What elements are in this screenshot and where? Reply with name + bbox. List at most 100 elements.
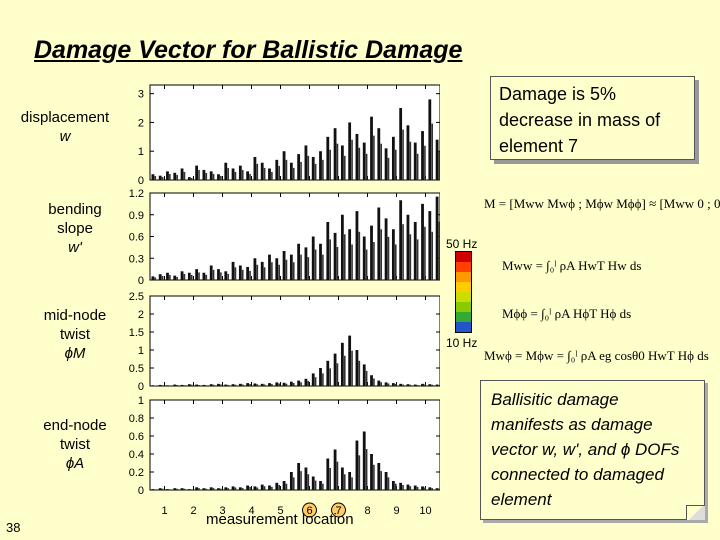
bar [326,360,330,386]
bar [161,385,164,386]
bar [348,335,352,386]
bar [285,383,288,386]
bar [326,458,330,490]
bar [340,342,344,386]
bar [183,273,186,280]
bar [387,477,390,490]
bar [198,272,200,280]
bar [343,355,346,386]
bar [180,271,184,280]
bar [358,455,361,490]
bar [209,487,213,490]
bar [224,384,228,386]
bar [195,269,199,280]
colorbar-segment [456,302,471,312]
bar [424,226,426,280]
bar [217,269,220,280]
bar [198,384,200,386]
mpp-equation: Mϕϕ = ∫₀ˡ ρA HϕT Hϕ ds [502,306,632,321]
bar [365,449,368,490]
bar [180,488,184,490]
x-tick-label: 5 [277,505,283,517]
slide-number: 38 [6,520,21,535]
bar [282,481,286,490]
bar [311,476,315,490]
bar [438,151,440,180]
bar [384,382,388,386]
row-label-mid-node-twist: mid-node twist ϕM [43,307,107,362]
y-tick-label: 2 [138,309,144,321]
bar [297,154,301,180]
plot-area [149,399,440,491]
bar [416,153,419,180]
bar [158,274,162,280]
y-tick-label: 0.9 [129,210,144,222]
bar [238,265,242,280]
bar [428,211,432,280]
bar [263,167,266,180]
bar [421,486,424,490]
bar [256,384,259,386]
bar [275,482,279,490]
bar [271,171,273,180]
y-tick-label: 2.5 [129,291,144,303]
bar [348,229,352,280]
bar [370,225,373,280]
bar [362,236,366,280]
bar [319,481,322,490]
bar [260,261,264,280]
y-tick-label: 1 [138,395,144,407]
bar [358,147,361,180]
bar [217,174,220,180]
bar [227,384,229,386]
bar [311,156,315,180]
bar [282,382,286,386]
bar [333,232,337,280]
bar [329,239,331,280]
y-tick-label: 0 [138,381,144,393]
bar [416,239,419,280]
bar [256,163,259,180]
bar [365,249,368,280]
bar [205,274,208,280]
bar [373,378,375,386]
bar [373,464,375,490]
bar [246,485,250,490]
bar [289,254,293,280]
x-tick-label: 6 [306,505,312,517]
bar [183,488,186,490]
bar [322,373,324,386]
bar [431,231,434,280]
bar [319,243,322,280]
bar [399,200,403,280]
bar [231,261,235,280]
y-tick-label: 3 [138,89,144,101]
bar [275,258,279,280]
note-text: Ballisitic damage manifests as damage ve… [491,390,680,509]
y-tick-label: 0.5 [129,363,144,375]
bar [231,486,235,490]
x-tick-label: 1 [161,505,167,517]
bar [158,488,162,490]
bar [209,384,213,386]
bar [161,176,164,180]
bar [394,483,397,490]
bar [238,487,242,490]
bar [384,148,388,180]
y-tick-label: 1 [138,345,144,357]
bar [285,483,288,490]
bar [205,172,208,180]
row-label-end-node-twist: end-node twist ϕA [43,417,107,472]
bar [355,211,359,280]
bar [263,267,266,280]
bar [307,155,310,180]
bar [173,488,177,490]
bar [220,488,222,490]
y-tick-label: 0.4 [129,449,144,461]
bar [151,489,155,490]
frequency-colorbar [455,251,472,333]
bar [260,162,264,180]
bar [307,380,310,386]
bar [161,488,164,490]
bar [428,487,432,490]
